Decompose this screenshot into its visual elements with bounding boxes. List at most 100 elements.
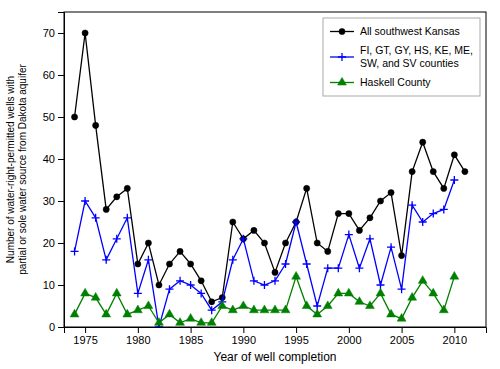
series-marker — [70, 309, 79, 317]
y-tick-label: 30 — [43, 195, 55, 207]
legend-label: All southwest Kansas — [360, 25, 460, 37]
series-marker — [103, 206, 109, 212]
y-tick: 0 — [49, 321, 64, 333]
series-marker — [281, 305, 290, 313]
series-marker — [345, 231, 353, 239]
series-marker — [344, 288, 353, 296]
series-marker — [430, 169, 436, 175]
x-tick: 2000 — [337, 327, 361, 346]
series-marker — [387, 309, 396, 317]
series-marker — [409, 169, 415, 175]
y-tick-mark — [58, 159, 64, 160]
series-marker — [82, 30, 88, 36]
legend-label: FI, GT, GY, HS, KE, ME,SW, and SV counti… — [360, 44, 473, 69]
series-marker — [304, 185, 310, 191]
x-axis: 19751980198519901995200020052010 — [65, 327, 487, 346]
x-tick-label: 1985 — [179, 334, 203, 346]
series-marker — [197, 289, 205, 297]
y-tick-mark — [58, 201, 64, 202]
series-marker — [145, 240, 151, 246]
series-marker — [292, 218, 300, 226]
x-tick-mark — [191, 327, 192, 333]
x-tick-mark — [402, 327, 403, 333]
series-marker — [239, 301, 248, 309]
series-marker — [439, 305, 448, 313]
series-marker — [387, 243, 395, 251]
x-tick: 1990 — [232, 327, 256, 346]
series-marker — [198, 278, 204, 284]
legend-frame — [323, 18, 480, 96]
y-tick-mark — [58, 327, 64, 328]
x-tick-mark — [138, 327, 139, 333]
series-marker — [81, 197, 89, 205]
series-marker — [366, 235, 374, 243]
series-marker — [188, 261, 194, 267]
series-marker — [325, 248, 331, 254]
series-marker — [271, 305, 280, 313]
series-marker — [102, 309, 111, 317]
legend-marker — [339, 28, 345, 34]
series-marker — [144, 301, 153, 309]
series-marker — [93, 122, 99, 128]
series-marker — [207, 318, 216, 326]
series-marker — [293, 219, 299, 225]
series-marker — [113, 235, 121, 243]
series-line — [75, 277, 455, 323]
y-tick-label: 0 — [49, 321, 55, 333]
x-tick-mark — [85, 327, 86, 333]
series-marker — [177, 248, 183, 254]
series-marker — [272, 269, 278, 275]
y-tick: 40 — [43, 153, 64, 165]
series-marker — [408, 292, 417, 300]
x-tick-label: 2010 — [443, 334, 467, 346]
series-marker — [144, 256, 152, 264]
series-marker — [251, 227, 257, 233]
series-marker — [114, 194, 120, 200]
y-tick-mark — [58, 75, 64, 76]
series-marker — [229, 256, 237, 264]
series-marker — [302, 301, 311, 309]
series-marker — [366, 301, 375, 309]
series-marker — [156, 282, 162, 288]
x-tick-label: 2000 — [337, 334, 361, 346]
series-marker — [208, 306, 216, 314]
series-marker — [186, 313, 195, 321]
series-marker — [419, 218, 427, 226]
series-marker — [334, 288, 343, 296]
series-marker — [230, 219, 236, 225]
legend-marker — [338, 53, 346, 61]
series-marker — [323, 301, 332, 309]
series-marker — [451, 152, 457, 158]
x-tick: 2010 — [443, 327, 467, 346]
y-axis-line — [58, 13, 65, 328]
series-marker — [134, 289, 142, 297]
series-marker — [176, 318, 185, 326]
plot: 1975198019851990199520002005201001020304… — [43, 12, 487, 346]
series-marker — [335, 211, 341, 217]
series-marker — [282, 240, 288, 246]
y-tick: 30 — [43, 195, 64, 207]
x-axis-line — [65, 328, 487, 334]
series-marker — [176, 277, 184, 285]
x-tick-label: 2005 — [390, 334, 414, 346]
x-tick: 1980 — [126, 327, 150, 346]
y-tick-label: 10 — [43, 279, 55, 291]
series-marker — [282, 260, 290, 268]
legend-item: Haskell County — [330, 76, 431, 88]
chart: 1975198019851990199520002005201001020304… — [0, 0, 500, 369]
y-tick-mark — [58, 243, 64, 244]
series-marker — [441, 185, 447, 191]
y-tick-mark — [58, 33, 64, 34]
series-marker — [399, 253, 405, 259]
y-tick-mark — [58, 285, 64, 286]
series-marker — [377, 198, 383, 204]
legend-item: FI, GT, GY, HS, KE, ME,SW, and SV counti… — [330, 44, 473, 69]
series-marker — [376, 288, 385, 296]
series-marker — [398, 285, 406, 293]
series-marker — [155, 318, 164, 326]
y-tick-label: 70 — [43, 27, 55, 39]
x-tick-mark — [349, 327, 350, 333]
series-marker — [271, 277, 279, 285]
x-axis-title: Year of well completion — [214, 350, 337, 364]
x-tick: 1985 — [179, 327, 203, 346]
